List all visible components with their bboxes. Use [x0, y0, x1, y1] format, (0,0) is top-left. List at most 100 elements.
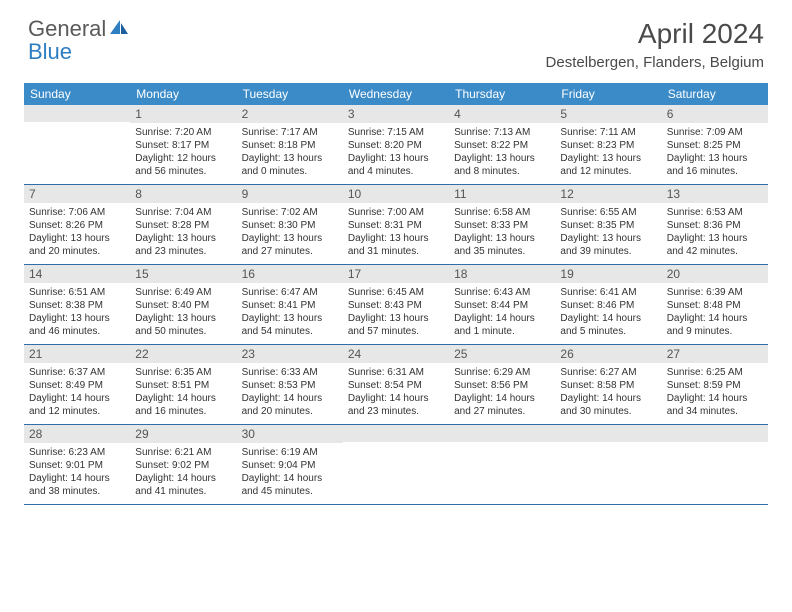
day-text: Sunrise: 7:17 AMSunset: 8:18 PMDaylight:… [237, 123, 343, 184]
sunset-line: Sunset: 8:20 PM [348, 139, 444, 152]
day-text: Sunrise: 6:19 AMSunset: 9:04 PMDaylight:… [237, 443, 343, 504]
daylight-line: Daylight: 13 hours and 35 minutes. [454, 232, 550, 258]
day-text [555, 442, 661, 500]
week-row: 1Sunrise: 7:20 AMSunset: 8:17 PMDaylight… [24, 105, 768, 185]
sunrise-line: Sunrise: 6:51 AM [29, 286, 125, 299]
day-number: 8 [130, 185, 236, 203]
sunset-line: Sunset: 8:48 PM [667, 299, 763, 312]
day-text [343, 442, 449, 500]
dow-sat: Saturday [662, 83, 768, 105]
sunrise-line: Sunrise: 6:45 AM [348, 286, 444, 299]
day-cell: 13Sunrise: 6:53 AMSunset: 8:36 PMDayligh… [662, 185, 768, 265]
day-number: 27 [662, 345, 768, 363]
day-number: 9 [237, 185, 343, 203]
week-row: 7Sunrise: 7:06 AMSunset: 8:26 PMDaylight… [24, 185, 768, 265]
sunset-line: Sunset: 8:22 PM [454, 139, 550, 152]
day-number: 30 [237, 425, 343, 443]
sunset-line: Sunset: 8:35 PM [560, 219, 656, 232]
day-text: Sunrise: 6:33 AMSunset: 8:53 PMDaylight:… [237, 363, 343, 424]
logo-word2: Blue [28, 39, 72, 64]
sunrise-line: Sunrise: 6:37 AM [29, 366, 125, 379]
dow-mon: Monday [130, 83, 236, 105]
sunset-line: Sunset: 9:01 PM [29, 459, 125, 472]
sunrise-line: Sunrise: 6:19 AM [242, 446, 338, 459]
location: Destelbergen, Flanders, Belgium [546, 54, 764, 71]
sunrise-line: Sunrise: 6:39 AM [667, 286, 763, 299]
sunset-line: Sunset: 8:46 PM [560, 299, 656, 312]
sunset-line: Sunset: 8:41 PM [242, 299, 338, 312]
daylight-line: Daylight: 13 hours and 23 minutes. [135, 232, 231, 258]
day-number: 24 [343, 345, 449, 363]
day-number: 25 [449, 345, 555, 363]
day-cell: 4Sunrise: 7:13 AMSunset: 8:22 PMDaylight… [449, 105, 555, 185]
daylight-line: Daylight: 13 hours and 54 minutes. [242, 312, 338, 338]
day-text [449, 442, 555, 500]
sunrise-line: Sunrise: 6:55 AM [560, 206, 656, 219]
day-text: Sunrise: 7:00 AMSunset: 8:31 PMDaylight:… [343, 203, 449, 264]
day-number: 5 [555, 105, 661, 123]
day-cell: 12Sunrise: 6:55 AMSunset: 8:35 PMDayligh… [555, 185, 661, 265]
daylight-line: Daylight: 13 hours and 4 minutes. [348, 152, 444, 178]
day-cell: 1Sunrise: 7:20 AMSunset: 8:17 PMDaylight… [130, 105, 236, 185]
sunset-line: Sunset: 8:28 PM [135, 219, 231, 232]
day-text: Sunrise: 6:49 AMSunset: 8:40 PMDaylight:… [130, 283, 236, 344]
sunset-line: Sunset: 8:49 PM [29, 379, 125, 392]
dow-row: Sunday Monday Tuesday Wednesday Thursday… [24, 83, 768, 105]
sunset-line: Sunset: 9:02 PM [135, 459, 231, 472]
day-text: Sunrise: 6:21 AMSunset: 9:02 PMDaylight:… [130, 443, 236, 504]
day-cell: 17Sunrise: 6:45 AMSunset: 8:43 PMDayligh… [343, 265, 449, 345]
day-cell: 21Sunrise: 6:37 AMSunset: 8:49 PMDayligh… [24, 345, 130, 425]
daylight-line: Daylight: 14 hours and 41 minutes. [135, 472, 231, 498]
sunrise-line: Sunrise: 6:29 AM [454, 366, 550, 379]
day-number: 21 [24, 345, 130, 363]
daylight-line: Daylight: 14 hours and 34 minutes. [667, 392, 763, 418]
day-cell: 28Sunrise: 6:23 AMSunset: 9:01 PMDayligh… [24, 425, 130, 505]
day-number [555, 425, 661, 442]
daylight-line: Daylight: 14 hours and 1 minute. [454, 312, 550, 338]
day-text: Sunrise: 6:31 AMSunset: 8:54 PMDaylight:… [343, 363, 449, 424]
day-number: 28 [24, 425, 130, 443]
day-text: Sunrise: 6:47 AMSunset: 8:41 PMDaylight:… [237, 283, 343, 344]
day-number: 11 [449, 185, 555, 203]
sunset-line: Sunset: 8:51 PM [135, 379, 231, 392]
daylight-line: Daylight: 14 hours and 20 minutes. [242, 392, 338, 418]
sunrise-line: Sunrise: 7:04 AM [135, 206, 231, 219]
day-number: 16 [237, 265, 343, 283]
daylight-line: Daylight: 12 hours and 56 minutes. [135, 152, 231, 178]
day-text: Sunrise: 7:02 AMSunset: 8:30 PMDaylight:… [237, 203, 343, 264]
sunset-line: Sunset: 9:04 PM [242, 459, 338, 472]
sunset-line: Sunset: 8:59 PM [667, 379, 763, 392]
day-cell: 26Sunrise: 6:27 AMSunset: 8:58 PMDayligh… [555, 345, 661, 425]
day-number: 13 [662, 185, 768, 203]
day-text: Sunrise: 6:55 AMSunset: 8:35 PMDaylight:… [555, 203, 661, 264]
day-text: Sunrise: 7:04 AMSunset: 8:28 PMDaylight:… [130, 203, 236, 264]
day-number [662, 425, 768, 442]
day-cell: 9Sunrise: 7:02 AMSunset: 8:30 PMDaylight… [237, 185, 343, 265]
day-cell: 18Sunrise: 6:43 AMSunset: 8:44 PMDayligh… [449, 265, 555, 345]
day-text: Sunrise: 6:58 AMSunset: 8:33 PMDaylight:… [449, 203, 555, 264]
day-cell: 8Sunrise: 7:04 AMSunset: 8:28 PMDaylight… [130, 185, 236, 265]
day-number: 15 [130, 265, 236, 283]
sunrise-line: Sunrise: 6:43 AM [454, 286, 550, 299]
day-cell: 6Sunrise: 7:09 AMSunset: 8:25 PMDaylight… [662, 105, 768, 185]
month-title: April 2024 [546, 18, 764, 50]
day-cell: 14Sunrise: 6:51 AMSunset: 8:38 PMDayligh… [24, 265, 130, 345]
daylight-line: Daylight: 14 hours and 30 minutes. [560, 392, 656, 418]
daylight-line: Daylight: 14 hours and 27 minutes. [454, 392, 550, 418]
sunrise-line: Sunrise: 7:11 AM [560, 126, 656, 139]
day-number: 19 [555, 265, 661, 283]
sunset-line: Sunset: 8:44 PM [454, 299, 550, 312]
day-text: Sunrise: 7:06 AMSunset: 8:26 PMDaylight:… [24, 203, 130, 264]
sunset-line: Sunset: 8:18 PM [242, 139, 338, 152]
day-text: Sunrise: 7:11 AMSunset: 8:23 PMDaylight:… [555, 123, 661, 184]
sunset-line: Sunset: 8:56 PM [454, 379, 550, 392]
day-number: 6 [662, 105, 768, 123]
day-number: 12 [555, 185, 661, 203]
day-number: 2 [237, 105, 343, 123]
sunrise-line: Sunrise: 6:33 AM [242, 366, 338, 379]
sunset-line: Sunset: 8:53 PM [242, 379, 338, 392]
day-cell: 27Sunrise: 6:25 AMSunset: 8:59 PMDayligh… [662, 345, 768, 425]
logo-word1: General [28, 16, 106, 41]
day-text: Sunrise: 6:41 AMSunset: 8:46 PMDaylight:… [555, 283, 661, 344]
sunrise-line: Sunrise: 6:35 AM [135, 366, 231, 379]
